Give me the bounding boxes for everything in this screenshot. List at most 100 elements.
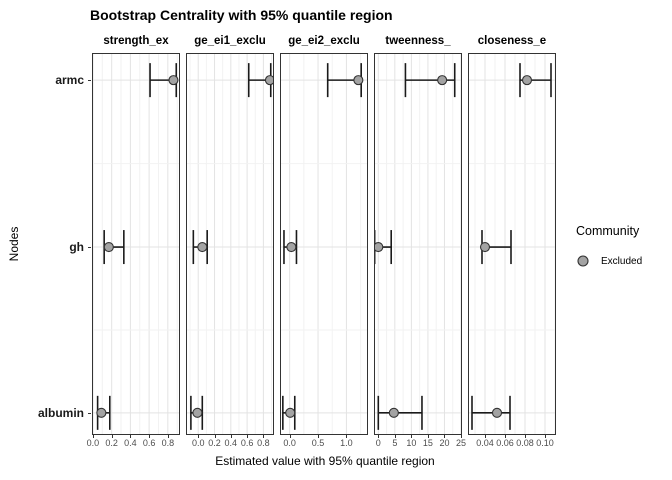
x-tick-label: 0.06 (496, 438, 514, 448)
legend-point-icon (576, 254, 590, 268)
x-tick-label: 0.0 (191, 438, 205, 448)
facet-panel (468, 53, 556, 435)
x-axis-title: Estimated value with 95% quantile region (215, 454, 435, 468)
x-tick-mark (411, 435, 413, 438)
facet-strip: strength_ex (103, 35, 169, 47)
error-bar (519, 63, 552, 98)
legend: Community Excluded (576, 224, 642, 268)
error-bars (471, 63, 552, 430)
facet-panel (374, 53, 462, 435)
x-tick-label: 5 (392, 438, 398, 448)
error-bars (374, 63, 456, 430)
data-point (168, 75, 179, 86)
x-tick-label: 20 (439, 438, 450, 448)
data-point (285, 407, 296, 418)
error-bar (326, 63, 364, 98)
gridlines (92, 53, 180, 435)
x-tick-mark (198, 435, 200, 438)
x-tick-mark (167, 435, 169, 438)
error-bar (377, 395, 423, 430)
y-tick-mark (88, 247, 91, 249)
facet-panel (280, 53, 368, 435)
x-tick-label: 0.2 (208, 438, 221, 448)
data-point (521, 75, 533, 86)
facet-strip: closeness_e (477, 35, 547, 47)
x-tick-label: 0.4 (124, 438, 137, 448)
error-bar (149, 63, 179, 98)
facet-panel (92, 53, 180, 435)
x-tick-mark (263, 435, 265, 438)
x-tick-mark (92, 435, 94, 438)
x-tick-mark (230, 435, 232, 438)
legend-item-label: Excluded (601, 255, 643, 267)
x-tick-mark (444, 435, 446, 438)
error-bars (190, 63, 274, 430)
x-tick-label: 0.08 (516, 438, 534, 448)
x-tick-mark (346, 435, 348, 438)
x-tick-label: 0 (375, 438, 381, 448)
x-tick-mark (525, 435, 526, 438)
x-tick-mark (289, 435, 291, 438)
x-tick-mark (427, 435, 429, 438)
x-tick-label: 0.0 (283, 438, 296, 448)
x-tick-label: 0.5 (311, 438, 325, 448)
x-tick-mark (461, 435, 462, 438)
data-point (437, 75, 448, 86)
x-tick-label: 0.6 (240, 438, 254, 448)
data-point (103, 242, 114, 253)
x-tick-label: 10 (406, 438, 417, 448)
y-tick-label: albumin (37, 405, 84, 420)
error-bar (192, 230, 208, 265)
y-axis-title: Nodes (7, 226, 21, 262)
facet-strip: ge_ei1_exclu (194, 35, 266, 47)
data-point (264, 75, 274, 86)
x-tick-label: 0.8 (161, 438, 175, 448)
legend-item-excluded: Excluded (576, 254, 642, 268)
data-point (192, 407, 203, 418)
facet-strip: ge_ei2_exclu (288, 35, 360, 47)
data-point (388, 407, 399, 418)
x-tick-label: 0.2 (105, 438, 118, 448)
error-bar (479, 230, 512, 265)
x-tick-mark (378, 435, 380, 438)
x-tick-mark (545, 435, 546, 438)
x-tick-mark (247, 435, 249, 438)
legend-title: Community (576, 224, 640, 238)
x-tick-label: 0.8 (257, 438, 270, 448)
y-tick-label: gh (69, 240, 84, 255)
x-tick-mark (214, 435, 216, 438)
error-bar (282, 395, 296, 430)
x-tick-mark (130, 435, 132, 438)
plot-title: Bootstrap Centrality with 95% quantile r… (90, 7, 393, 23)
x-tick-label: 15 (422, 438, 433, 448)
y-tick-mark (88, 412, 91, 414)
x-tick-mark (485, 435, 486, 438)
error-bar (103, 230, 125, 265)
error-bar (247, 63, 274, 98)
data-point (96, 407, 107, 418)
y-tick-mark (88, 80, 91, 82)
data-point (197, 242, 208, 253)
x-tick-label: 0.04 (476, 438, 494, 448)
x-tick-mark (111, 435, 113, 438)
error-bar (283, 230, 298, 265)
data-point (491, 407, 503, 418)
data-point (286, 242, 297, 253)
y-tick-label: armc (55, 73, 84, 88)
error-bar (471, 395, 511, 430)
x-tick-label: 0.10 (536, 438, 554, 448)
error-bar (190, 395, 204, 430)
x-tick-label: 25 (455, 438, 467, 448)
x-tick-mark (394, 435, 396, 438)
x-tick-mark (505, 435, 506, 438)
x-tick-label: 0.0 (86, 438, 100, 448)
error-bar (404, 63, 456, 98)
data-point (374, 242, 384, 253)
x-tick-label: 0.4 (224, 438, 238, 448)
facet-panel (186, 53, 274, 435)
data-point (353, 75, 364, 86)
error-bars (96, 63, 179, 430)
error-bars (282, 63, 364, 430)
x-tick-label: 0.6 (142, 438, 156, 448)
x-tick-label: 1.0 (340, 438, 353, 448)
